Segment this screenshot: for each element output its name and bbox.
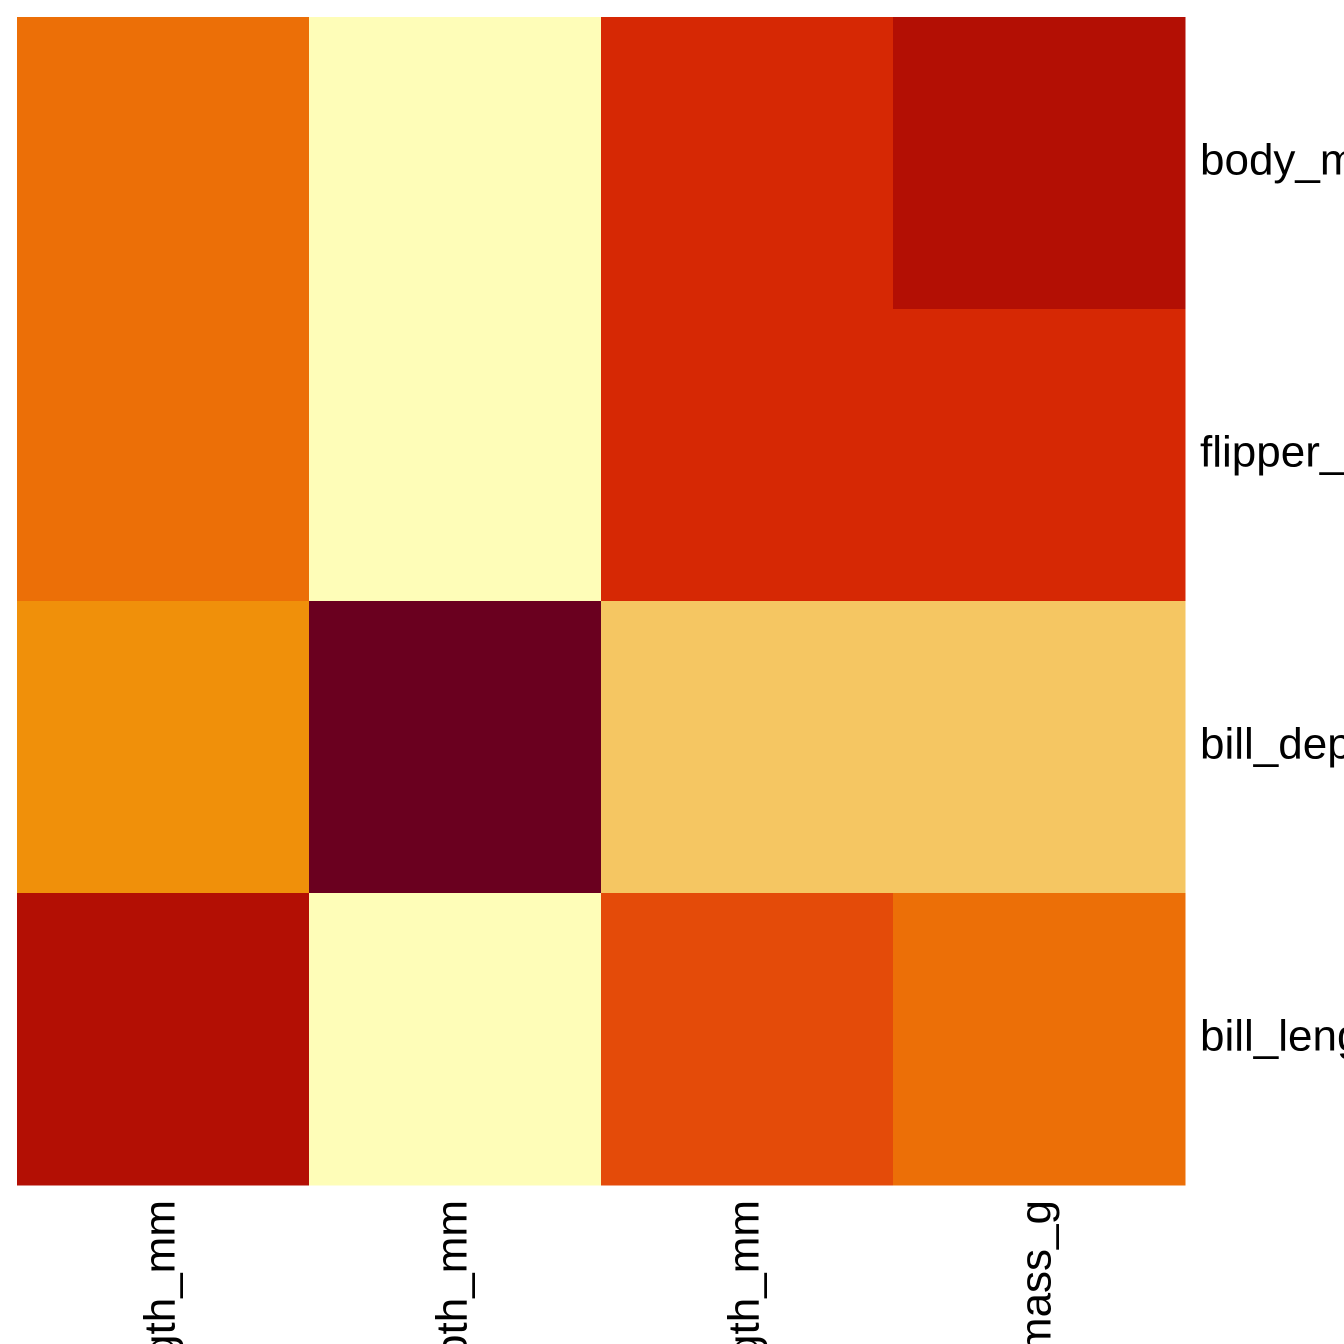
heatmap-cell (601, 601, 894, 894)
row-label: bill_length_mm (1200, 1012, 1344, 1061)
row-label: flipper_length_mm (1200, 428, 1344, 477)
column-label: body_mass_g (1012, 1200, 1061, 1344)
column-label: bill_depth_mm (428, 1200, 477, 1344)
column-label: bill_length_mm (136, 1200, 185, 1344)
heatmap-cell (17, 309, 310, 602)
heatmap-cell (893, 17, 1186, 310)
heatmap-cell (309, 893, 602, 1186)
row-label: body_mass_g (1200, 136, 1344, 185)
heatmap-cell (893, 309, 1186, 602)
heatmap-cell (893, 893, 1186, 1186)
heatmap-cell (601, 309, 894, 602)
heatmap-cell (309, 17, 602, 310)
heatmap-cell (309, 601, 602, 894)
heatmap-cell (601, 17, 894, 310)
heatmap-cell (17, 601, 310, 894)
row-label: bill_depth_mm (1200, 720, 1344, 769)
heatmap-cell (601, 893, 894, 1186)
heatmap-cell (309, 309, 602, 602)
heatmap-cell (17, 893, 310, 1186)
column-label: flipper_length_mm (720, 1200, 769, 1344)
heatmap-cell (893, 601, 1186, 894)
heatmap-cell (17, 17, 310, 310)
